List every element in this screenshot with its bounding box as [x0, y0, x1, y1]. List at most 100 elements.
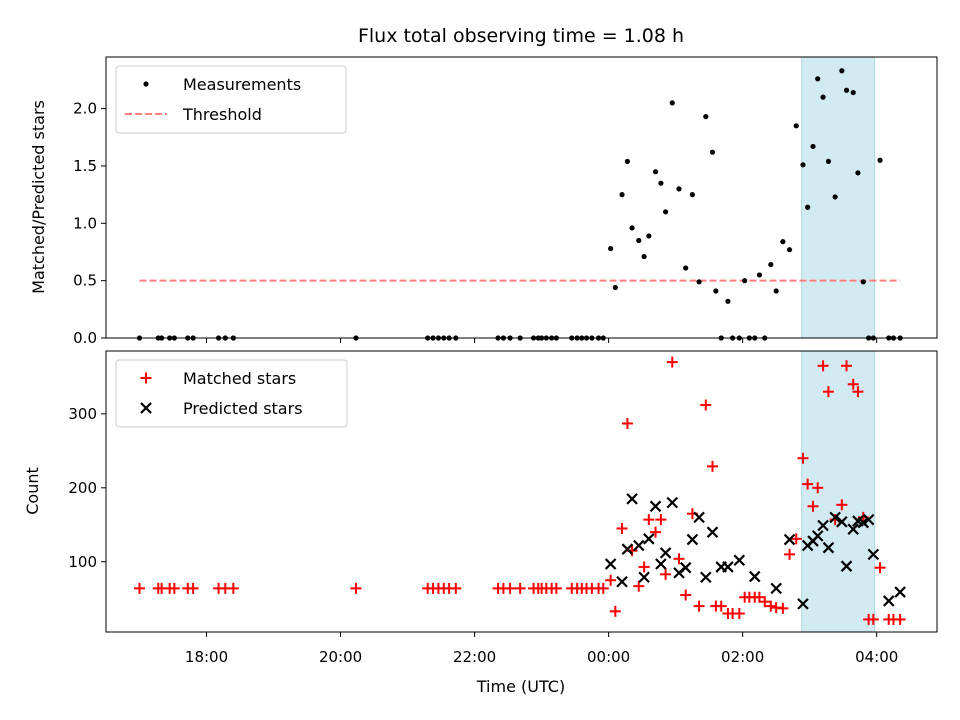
data-point	[882, 595, 895, 607]
data-point	[874, 562, 886, 574]
y-tick-label: 2.0	[73, 100, 97, 118]
series-matched-stars	[134, 356, 906, 625]
data-point	[797, 598, 809, 610]
data-point	[829, 511, 841, 524]
data-point	[847, 378, 859, 390]
legend-label: Matched stars	[183, 369, 296, 388]
data-point	[817, 360, 829, 372]
x-tick-label: 22:00	[453, 648, 496, 666]
data-point	[646, 233, 652, 239]
data-point	[822, 386, 834, 398]
data-point	[624, 158, 630, 164]
data-point	[168, 582, 180, 594]
data-point	[350, 582, 362, 594]
data-point	[700, 399, 712, 411]
data-point	[638, 571, 650, 584]
legend-label: Measurements	[183, 75, 301, 94]
data-point	[783, 533, 796, 546]
data-point	[660, 568, 672, 580]
data-point	[811, 530, 824, 542]
legend-label: Threshold	[182, 105, 262, 124]
data-point	[725, 298, 731, 304]
data-point	[619, 192, 625, 198]
data-point	[633, 539, 645, 552]
data-point	[686, 533, 699, 546]
data-point	[839, 68, 845, 74]
data-point	[780, 239, 786, 245]
data-point	[812, 482, 824, 494]
data-point	[608, 245, 614, 252]
data-point	[621, 417, 633, 429]
data-point	[797, 452, 809, 464]
legend-marker	[140, 372, 152, 384]
data-point	[759, 596, 771, 608]
data-point	[626, 493, 638, 505]
data-point	[733, 608, 745, 620]
data-point	[756, 272, 763, 278]
data-point	[597, 582, 609, 594]
y-tick-label: 1.0	[73, 214, 97, 232]
data-point	[742, 278, 748, 284]
data-point	[770, 582, 782, 595]
legend-box	[115, 65, 347, 134]
axes-frame	[105, 350, 938, 633]
data-point	[722, 561, 734, 573]
data-point	[832, 194, 838, 200]
data-point	[857, 516, 870, 529]
data-point	[855, 170, 861, 176]
series-predicted-stars	[604, 493, 906, 610]
data-point	[773, 288, 779, 294]
data-point	[612, 284, 618, 291]
data-point	[815, 76, 821, 82]
data-point	[616, 522, 628, 534]
data-point	[867, 548, 880, 561]
data-point	[709, 149, 716, 155]
x-tick-label: 20:00	[319, 648, 362, 666]
data-point	[655, 514, 667, 526]
y-tick-label: 0.5	[73, 272, 97, 290]
data-point	[689, 192, 695, 198]
data-point	[643, 533, 655, 545]
data-point	[673, 553, 685, 565]
data-point	[514, 582, 526, 594]
chart-title: Flux total observing time = 1.08 h	[358, 25, 684, 47]
data-point	[894, 586, 906, 598]
data-point	[650, 526, 662, 538]
data-point	[633, 580, 645, 592]
data-point	[820, 94, 826, 100]
x-axis-label: Time (UTC)	[476, 677, 565, 696]
data-point	[683, 265, 689, 271]
y-tick-label: 200	[68, 479, 97, 497]
data-point	[680, 589, 692, 601]
data-point	[643, 514, 655, 526]
data-point	[616, 575, 628, 588]
data-point	[638, 561, 650, 573]
data-point	[825, 158, 832, 164]
observing-window-span	[801, 56, 876, 339]
data-point	[605, 574, 617, 586]
legend: Matched stars Predicted stars	[115, 359, 348, 428]
legend-box	[115, 359, 348, 428]
data-point	[860, 279, 866, 285]
data-point	[693, 600, 705, 612]
data-point	[696, 279, 702, 285]
data-point	[550, 582, 562, 594]
x-tick-label: 00:00	[587, 648, 630, 666]
data-point	[817, 519, 829, 532]
data-point	[187, 582, 199, 594]
data-point	[807, 500, 819, 512]
data-point	[636, 237, 642, 244]
data-point	[793, 123, 799, 129]
data-point	[703, 114, 709, 120]
data-point	[679, 561, 692, 574]
data-point	[748, 570, 761, 583]
data-point	[805, 204, 811, 210]
y-tick-label: 100	[68, 553, 97, 571]
data-point	[641, 253, 647, 260]
legend-marker	[143, 81, 149, 87]
data-point	[800, 162, 806, 168]
count-panel: 100 200 300 18:00 20:00 22:00 00:00 02:00 04:00 M…	[68, 350, 938, 666]
data-point	[802, 478, 814, 490]
observing-window-span	[801, 350, 876, 633]
data-point	[715, 600, 727, 612]
